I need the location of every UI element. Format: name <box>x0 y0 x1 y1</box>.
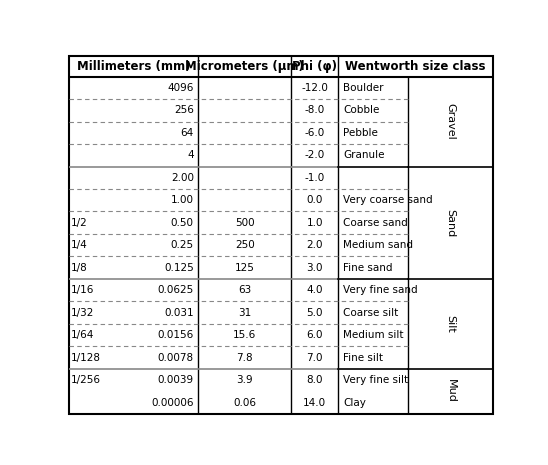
Text: 0.0625: 0.0625 <box>157 285 194 295</box>
Text: 1/128: 1/128 <box>71 352 101 363</box>
Text: 0.50: 0.50 <box>171 218 194 228</box>
Text: 250: 250 <box>235 240 255 250</box>
Text: 7.8: 7.8 <box>236 352 253 363</box>
Text: 4.0: 4.0 <box>306 285 323 295</box>
Text: 7.0: 7.0 <box>306 352 323 363</box>
Text: Wentworth size class: Wentworth size class <box>345 60 486 73</box>
Text: -8.0: -8.0 <box>305 105 325 115</box>
Text: 6.0: 6.0 <box>306 330 323 340</box>
Text: 0.125: 0.125 <box>164 263 194 272</box>
Text: 0.25: 0.25 <box>170 240 194 250</box>
Text: 64: 64 <box>180 128 194 138</box>
Text: 0.031: 0.031 <box>164 308 194 318</box>
Text: 125: 125 <box>235 263 255 272</box>
Text: 3.9: 3.9 <box>236 375 253 385</box>
Text: Millimeters (mm): Millimeters (mm) <box>77 60 190 73</box>
Text: 1/256: 1/256 <box>71 375 101 385</box>
Text: 500: 500 <box>235 218 255 228</box>
Text: -12.0: -12.0 <box>301 83 328 93</box>
Text: 1.0: 1.0 <box>306 218 323 228</box>
Text: 4: 4 <box>187 150 194 160</box>
Text: Medium sand: Medium sand <box>343 240 413 250</box>
Text: Phi (φ): Phi (φ) <box>292 60 338 73</box>
Text: 63: 63 <box>238 285 252 295</box>
Text: Micrometers (μm): Micrometers (μm) <box>185 60 304 73</box>
Text: 2.00: 2.00 <box>171 173 194 183</box>
Text: 1/64: 1/64 <box>71 330 94 340</box>
Text: Cobble: Cobble <box>343 105 380 115</box>
Text: 0.06: 0.06 <box>233 398 256 408</box>
Text: 0.00006: 0.00006 <box>151 398 194 408</box>
Text: 3.0: 3.0 <box>306 263 323 272</box>
Text: 2.0: 2.0 <box>306 240 323 250</box>
Text: Fine sand: Fine sand <box>343 263 393 272</box>
Text: Coarse silt: Coarse silt <box>343 308 398 318</box>
Text: 1/16: 1/16 <box>71 285 94 295</box>
Text: -1.0: -1.0 <box>305 173 325 183</box>
Text: 4096: 4096 <box>167 83 194 93</box>
Text: 31: 31 <box>238 308 252 318</box>
Text: 1/8: 1/8 <box>71 263 87 272</box>
Text: Mud: Mud <box>446 379 456 403</box>
Text: Gravel: Gravel <box>446 103 456 140</box>
Text: 14.0: 14.0 <box>303 398 327 408</box>
Text: 256: 256 <box>174 105 194 115</box>
Text: 5.0: 5.0 <box>306 308 323 318</box>
Text: 1/4: 1/4 <box>71 240 87 250</box>
Text: Silt: Silt <box>446 315 456 333</box>
Text: 8.0: 8.0 <box>306 375 323 385</box>
Text: Very coarse sand: Very coarse sand <box>343 195 433 205</box>
Text: 0.0039: 0.0039 <box>158 375 194 385</box>
Text: 0.0078: 0.0078 <box>158 352 194 363</box>
Text: Very fine sand: Very fine sand <box>343 285 418 295</box>
Text: Medium silt: Medium silt <box>343 330 404 340</box>
Text: Pebble: Pebble <box>343 128 378 138</box>
Text: Very fine silt: Very fine silt <box>343 375 408 385</box>
Text: -6.0: -6.0 <box>305 128 325 138</box>
Text: Sand: Sand <box>446 209 456 237</box>
Text: Granule: Granule <box>343 150 385 160</box>
Text: -2.0: -2.0 <box>305 150 325 160</box>
Text: 15.6: 15.6 <box>233 330 256 340</box>
Text: 1/32: 1/32 <box>71 308 94 318</box>
Text: Boulder: Boulder <box>343 83 384 93</box>
Text: Clay: Clay <box>343 398 366 408</box>
Text: Coarse sand: Coarse sand <box>343 218 408 228</box>
Text: 1.00: 1.00 <box>171 195 194 205</box>
Text: Fine silt: Fine silt <box>343 352 383 363</box>
Text: 0.0156: 0.0156 <box>157 330 194 340</box>
Text: 0.0: 0.0 <box>307 195 323 205</box>
Text: 1/2: 1/2 <box>71 218 87 228</box>
